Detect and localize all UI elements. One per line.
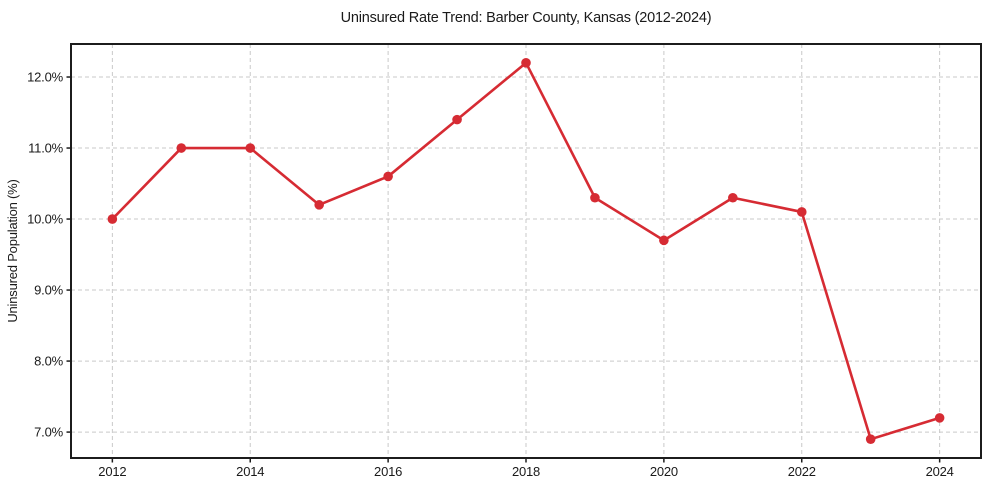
data-point-2022: [796, 207, 807, 217]
chart-title: Uninsured Rate Trend: Barber County, Kan…: [341, 10, 712, 26]
x-tick-label: 2022: [788, 464, 816, 479]
data-point-2019: [590, 192, 600, 203]
data-point-2021: [728, 192, 738, 203]
data-point-2012: [107, 214, 118, 224]
y-tick-label: 11.0%: [28, 141, 64, 156]
data-point-2014: [245, 143, 256, 153]
x-tick-label: 2020: [650, 464, 678, 479]
x-tick-label: 2014: [236, 464, 264, 479]
x-tick-label: 2016: [374, 464, 402, 479]
data-point-2020: [659, 235, 669, 246]
x-tick-label: 2012: [98, 464, 126, 479]
data-point-2017: [452, 114, 462, 125]
y-axis-title: Uninsured Population (%): [5, 179, 20, 322]
y-tick-label: 8.0%: [34, 354, 63, 369]
x-tick-label: 2024: [926, 464, 954, 479]
data-point-2015: [314, 200, 324, 210]
data-point-2018: [521, 58, 531, 68]
y-tick-label: 7.0%: [34, 425, 63, 440]
y-tick-label: 9.0%: [34, 283, 63, 298]
plot-border: [70, 43, 982, 459]
y-tick-label: 12.0%: [27, 70, 64, 85]
y-tick-label: 10.0%: [27, 212, 64, 227]
data-point-2024: [934, 413, 945, 423]
data-point-2023: [865, 434, 876, 444]
data-point-2013: [176, 143, 187, 153]
data-point-2016: [383, 171, 393, 182]
x-tick-label: 2018: [512, 464, 540, 479]
